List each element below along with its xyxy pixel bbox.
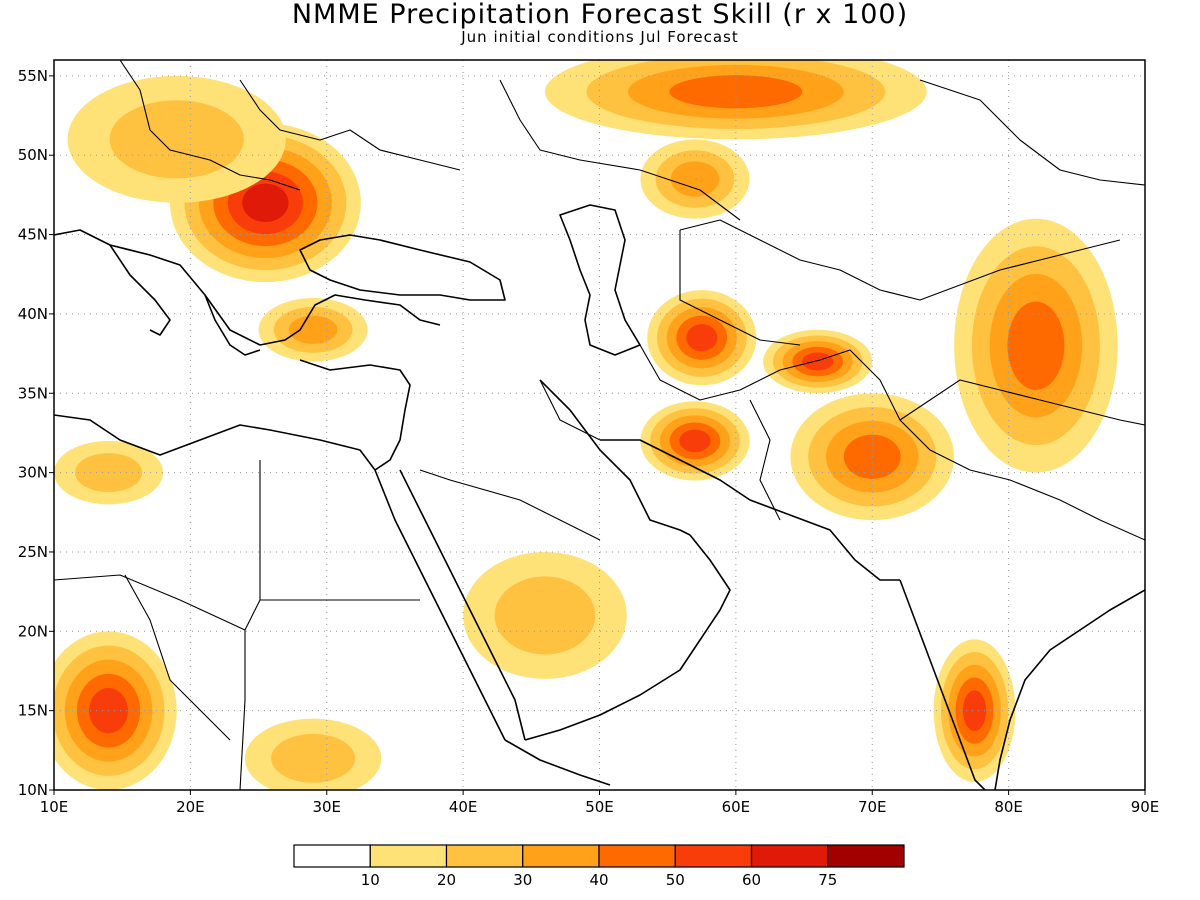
skill-patch	[545, 60, 927, 140]
lon-tick-label: 10E	[40, 798, 69, 816]
lat-tick-label: 35N	[18, 384, 48, 402]
colorbar-label: 60	[742, 871, 761, 889]
colorbar-label: 50	[666, 871, 685, 889]
colorbar-swatch	[369, 844, 448, 868]
colorbar-label: 75	[818, 871, 837, 889]
lon-tick-label: 60E	[722, 798, 751, 816]
colorbar-label: 40	[589, 871, 608, 889]
skill-patch	[647, 290, 757, 386]
skill-patch	[763, 329, 873, 394]
longitude-axis: 10E 20E 30E 40E 50E 60E 70E 80E 90E	[40, 790, 1160, 816]
lat-tick-label: 10N	[18, 781, 48, 799]
lat-tick-label: 15N	[18, 702, 48, 720]
colorbar-swatch	[445, 844, 524, 868]
figure-title: NMME Precipitation Forecast Skill (r x 1…	[291, 0, 909, 30]
coastlines	[54, 204, 1145, 790]
lat-tick-label: 40N	[18, 305, 48, 323]
colorbar-swatch	[522, 844, 600, 868]
colorbar-swatch	[598, 844, 676, 868]
skill-patch	[463, 551, 627, 679]
colorbar: 10 20 30 40 50 60 75	[293, 844, 905, 889]
skill-patch	[933, 639, 1016, 783]
lon-tick-label: 40E	[449, 798, 478, 816]
lon-tick-label: 80E	[994, 798, 1023, 816]
lon-tick-label: 90E	[1131, 798, 1160, 816]
skill-patch	[640, 401, 750, 481]
lon-tick-label: 50E	[585, 798, 614, 816]
lat-tick-label: 50N	[18, 146, 48, 164]
lat-tick-label: 55N	[18, 67, 48, 85]
lat-tick-label: 25N	[18, 543, 48, 561]
skill-patch	[258, 298, 368, 362]
country-borders	[54, 60, 1145, 790]
colorbar-swatch	[293, 844, 371, 868]
lat-tick-label: 20N	[18, 622, 48, 640]
figure-subtitle: Jun initial conditions Jul Forecast	[461, 28, 739, 46]
latitude-axis: 10N 15N 20N 25N 30N 35N 40N 45N 50N 55N	[18, 67, 54, 799]
colorbar-label: 30	[513, 871, 532, 889]
skill-patch	[640, 139, 750, 219]
lon-tick-label: 70E	[858, 798, 887, 816]
skill-patch	[54, 631, 177, 790]
colorbar-swatch	[750, 844, 829, 868]
skill-patch	[954, 218, 1118, 473]
colorbar-label: 10	[361, 871, 380, 889]
skill-patch	[67, 75, 286, 203]
lat-tick-label: 30N	[18, 464, 48, 482]
skill-field	[54, 60, 1118, 790]
lon-tick-label: 20E	[176, 798, 205, 816]
lat-tick-label: 45N	[18, 226, 48, 244]
colorbar-swatch	[827, 844, 905, 868]
lon-tick-label: 30E	[312, 798, 341, 816]
skill-patch	[244, 718, 382, 790]
colorbar-swatch	[674, 844, 753, 868]
colorbar-label: 20	[437, 871, 456, 889]
